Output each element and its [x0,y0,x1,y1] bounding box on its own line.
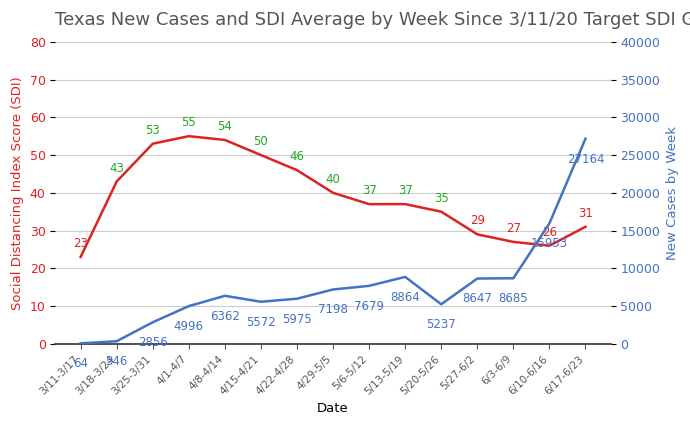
Text: 50: 50 [253,135,268,148]
Text: 5237: 5237 [426,318,456,331]
Text: 64: 64 [73,357,88,370]
Text: 27: 27 [506,222,521,235]
Text: 40: 40 [326,173,340,186]
Text: 15953: 15953 [531,237,568,250]
Text: 8647: 8647 [462,292,492,305]
Text: 37: 37 [362,184,377,197]
Text: 29: 29 [470,214,485,227]
Text: 7679: 7679 [354,300,384,313]
Text: 8685: 8685 [499,292,528,305]
Text: 27164: 27164 [566,153,604,166]
Text: 346: 346 [106,355,128,368]
Text: 6362: 6362 [210,310,240,322]
Text: 8864: 8864 [391,291,420,304]
Text: 37: 37 [397,184,413,197]
Text: 35: 35 [434,192,448,205]
Text: 31: 31 [578,207,593,220]
Text: 23: 23 [73,237,88,250]
Y-axis label: New Cases by Week: New Cases by Week [666,126,679,260]
Text: 5572: 5572 [246,316,276,328]
Text: 46: 46 [290,150,304,163]
Y-axis label: Social Distancing Index Score (SDI): Social Distancing Index Score (SDI) [11,76,24,310]
Text: 2856: 2856 [138,336,168,349]
Text: Texas New Cases and SDI Average by Week Since 3/11/20 Target SDI Guess: 35+: Texas New Cases and SDI Average by Week … [55,11,690,29]
Text: 7198: 7198 [318,303,348,317]
X-axis label: Date: Date [317,402,349,415]
Text: 4996: 4996 [174,320,204,333]
Text: 54: 54 [217,120,233,133]
Text: 5975: 5975 [282,313,312,325]
Text: 26: 26 [542,226,557,239]
Text: 55: 55 [181,116,196,129]
Text: 43: 43 [109,161,124,175]
Text: 53: 53 [146,124,160,137]
